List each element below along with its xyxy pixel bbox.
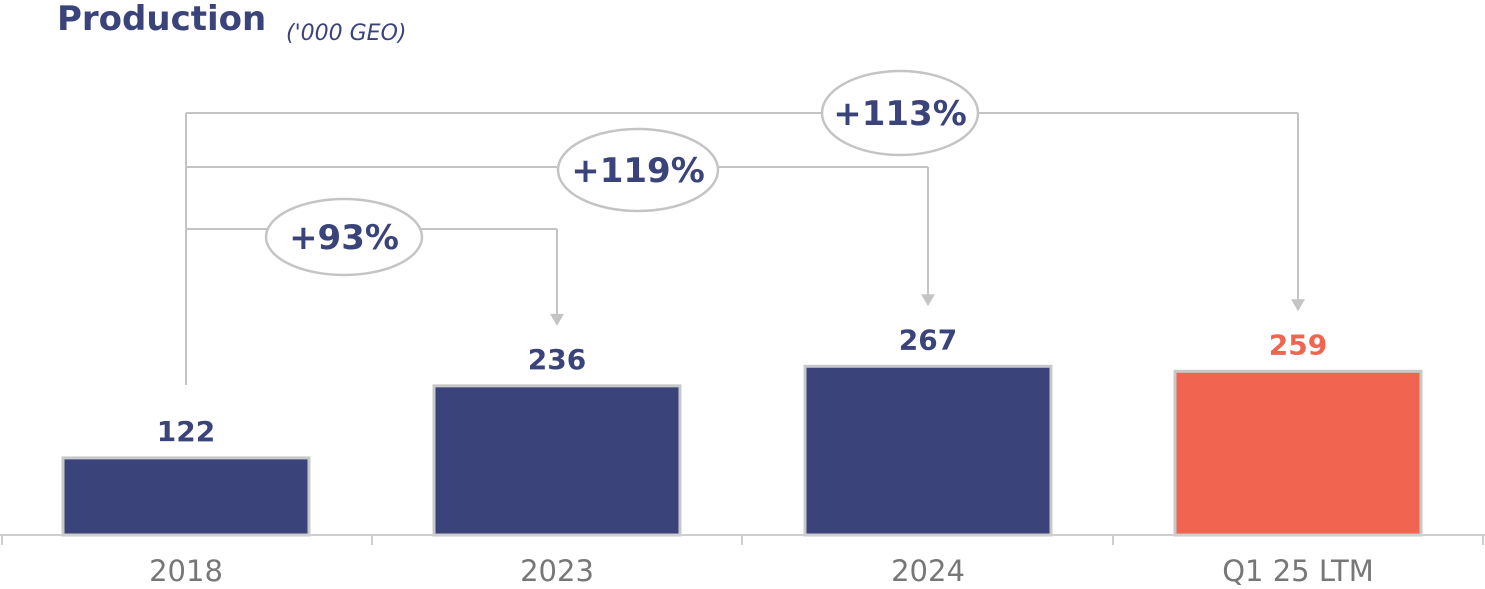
chart-title: Production [57, 0, 266, 39]
bar-value-label: 259 [1269, 328, 1327, 361]
chart-subtitle: ('000 GEO) [286, 21, 406, 46]
bar [1173, 369, 1423, 537]
growth-label: +119% [571, 151, 705, 191]
arrow-head [550, 313, 564, 326]
bar-value-label: 122 [157, 415, 215, 448]
x-axis: 2018 2023 2024 Q1 25 LTM [0, 534, 1485, 588]
x-tick-label: 2024 [891, 554, 965, 588]
growth-bubble [820, 69, 980, 157]
growth-label: +93% [289, 218, 399, 258]
bar [432, 384, 682, 537]
growth-bubble [264, 197, 424, 277]
x-tick-label: 2018 [149, 554, 223, 588]
bars-group: 122 236 267 259 [61, 323, 1423, 537]
bar-value-label: 236 [528, 343, 586, 376]
growth-annotations: +93% +119% +113% [185, 69, 1305, 385]
bar-value-label: 267 [899, 323, 957, 356]
bar [803, 364, 1053, 537]
arrow-head [1291, 299, 1305, 312]
growth-label: +113% [833, 94, 967, 134]
x-tick-label: 2023 [520, 554, 594, 588]
x-tick-label: Q1 25 LTM [1222, 554, 1374, 588]
growth-bubble [556, 127, 720, 213]
arrow-head [921, 294, 935, 307]
bar [61, 456, 311, 537]
